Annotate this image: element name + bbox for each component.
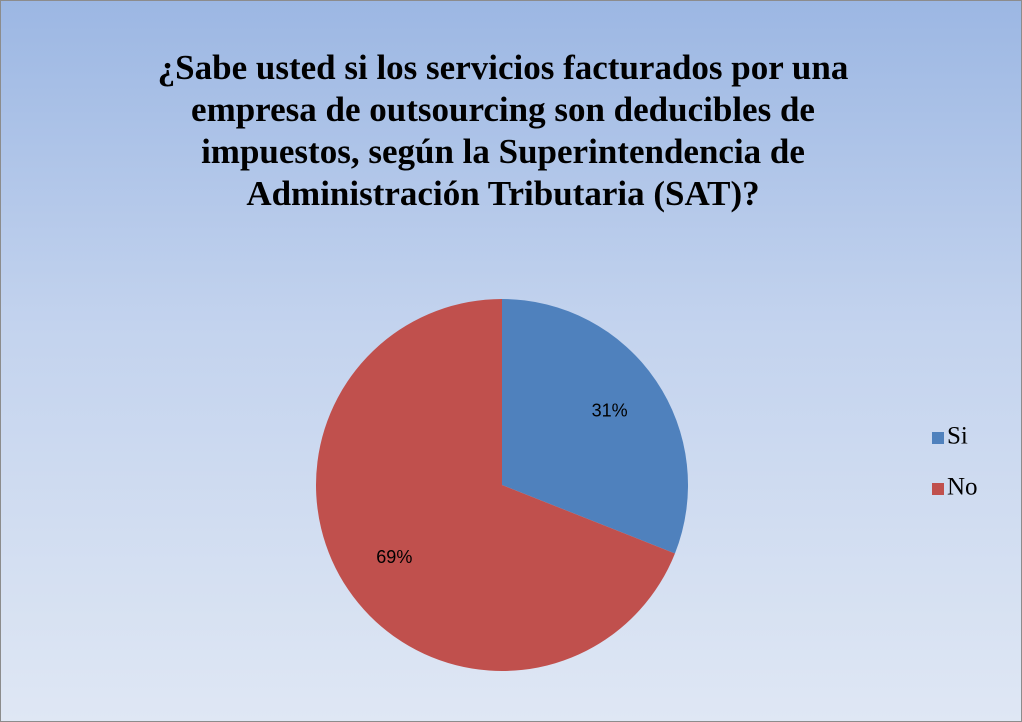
pie-slice: [316, 299, 675, 671]
legend-label: Si: [947, 423, 968, 450]
pie-slice: [502, 299, 688, 554]
data-label: 31%: [592, 401, 628, 421]
data-label: 69%: [376, 547, 412, 567]
legend-swatch: [932, 483, 944, 495]
chart-title: ¿Sabe usted si los servicios facturados …: [157, 48, 849, 213]
legend-label: No: [947, 474, 978, 501]
legend-swatch: [932, 432, 944, 444]
